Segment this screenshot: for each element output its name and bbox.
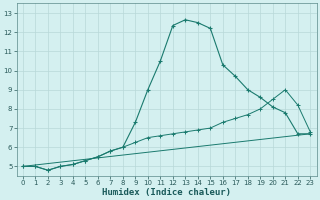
X-axis label: Humidex (Indice chaleur): Humidex (Indice chaleur): [102, 188, 231, 197]
